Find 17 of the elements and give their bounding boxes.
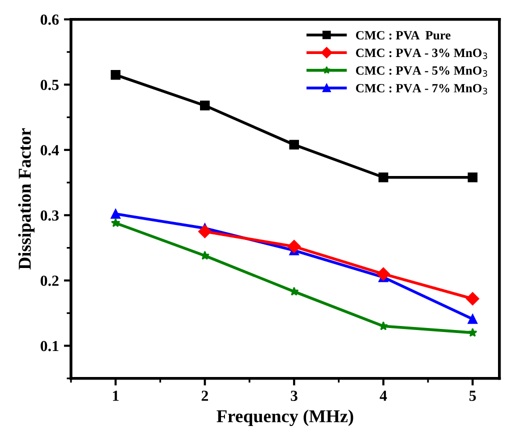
y-tick-label: 0.5 bbox=[40, 80, 59, 90]
y-tick-label: 0.6 bbox=[40, 14, 59, 25]
legend-label: CMC : PVA - 7% MnO$_{3}$ bbox=[356, 84, 488, 94]
x-tick-label: 4 bbox=[380, 390, 387, 401]
y-tick-label: 0.2 bbox=[40, 276, 59, 286]
legend-label: CMC : PVA Pure bbox=[356, 31, 450, 40]
legend-label: CMC : PVA - 3% MnO$_{3}$ bbox=[356, 48, 488, 60]
x-tick-label: 3 bbox=[290, 390, 298, 401]
y-tick-label: 0.4 bbox=[40, 145, 59, 156]
y-tick-label: 0.1 bbox=[40, 340, 58, 352]
x-tick-label: 2 bbox=[202, 390, 208, 401]
x-tick-label: 5 bbox=[469, 390, 476, 401]
legend-label: CMC : PVA - 5% MnO$_{3}$ bbox=[356, 66, 488, 77]
y-tick-label: 0.3 bbox=[40, 210, 59, 221]
x-tick-label: 1 bbox=[113, 390, 119, 401]
y-axis-title: Dissipation Factor bbox=[18, 128, 35, 270]
x-axis-title: Frequency (MHz) bbox=[216, 410, 354, 426]
